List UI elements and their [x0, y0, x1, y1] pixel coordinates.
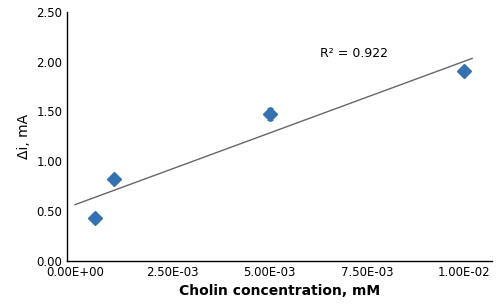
Text: R² = 0.922: R² = 0.922 [320, 47, 388, 60]
Y-axis label: Δi, mA: Δi, mA [17, 114, 31, 159]
X-axis label: Cholin concentration, mM: Cholin concentration, mM [179, 284, 380, 298]
